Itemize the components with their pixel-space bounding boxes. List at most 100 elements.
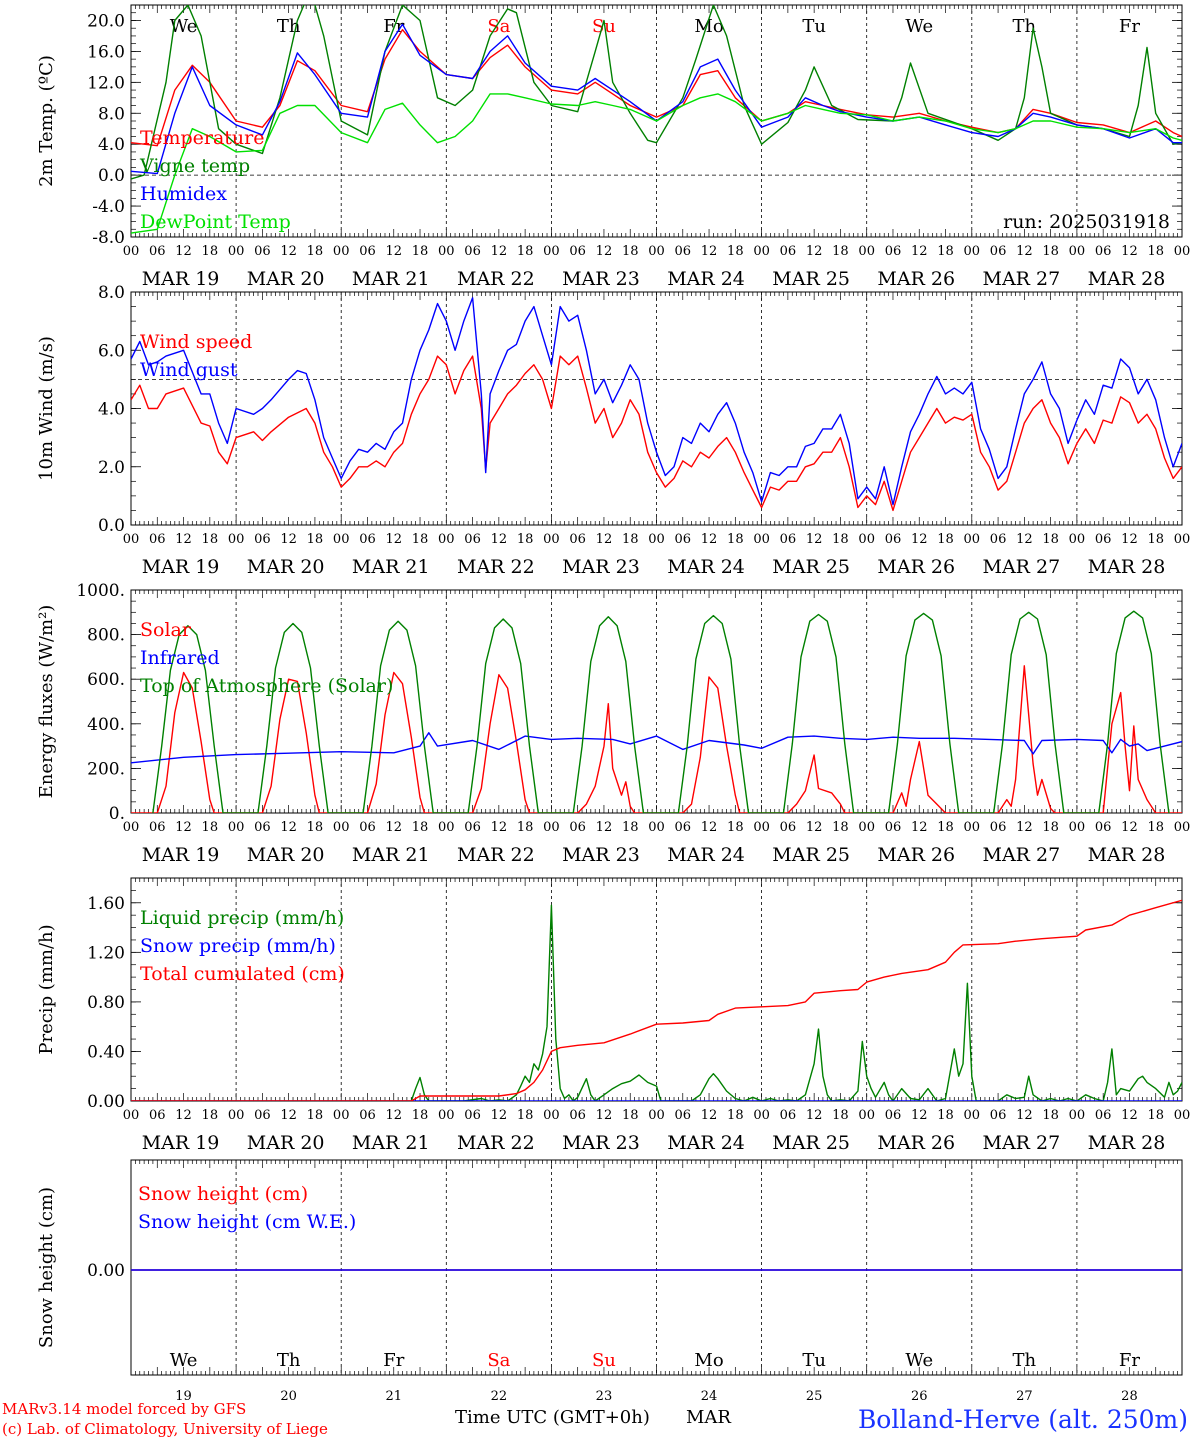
date-label: MAR 23 [562,844,640,866]
legend-entry: Liquid precip (mm/h) [140,907,344,929]
weekday-label: Sa [487,1350,510,1371]
date-label: MAR 27 [982,556,1060,578]
legend-entry: Solar [140,619,192,641]
date-label: MAR 22 [457,268,535,290]
hour-tick-label: 00 [543,820,560,835]
date-label: MAR 28 [1088,268,1166,290]
hour-tick-label: 18 [202,244,219,259]
hour-tick-label: 06 [675,1108,692,1123]
hour-tick-label: 12 [596,244,613,259]
hour-tick-label: 00 [333,532,350,547]
y-tick-label: 20.0 [87,11,125,31]
y-tick-label: 200. [87,759,125,779]
day-number-label: 20 [280,1389,297,1404]
hour-tick-label: 12 [1121,244,1138,259]
hour-tick-label: 00 [964,1108,981,1123]
hour-tick-label: 06 [254,532,271,547]
hour-tick-label: 18 [517,1108,534,1123]
weekday-label: Mo [694,16,723,37]
date-label: MAR 20 [247,1132,325,1154]
hour-tick-label: 00 [123,244,140,259]
hour-tick-label: 06 [780,244,797,259]
hour-tick-label: 00 [438,820,455,835]
date-label: MAR 20 [247,556,325,578]
hour-tick-label: 00 [858,820,875,835]
hour-tick-label: 06 [569,532,586,547]
hour-tick-label: 18 [307,532,324,547]
hour-tick-label: 00 [753,1108,770,1123]
date-label: MAR 19 [142,268,220,290]
date-label: MAR 19 [142,844,220,866]
hour-tick-label: 12 [911,244,928,259]
hour-tick-label: 06 [569,820,586,835]
hour-tick-label: 00 [858,532,875,547]
hour-tick-label: 18 [832,244,849,259]
date-label: MAR 26 [877,844,955,866]
hour-tick-label: 18 [937,532,954,547]
panel-4: 1.60 1.20 0.80 0.40 0.00 Precip (mm/h) Liquid … [36,877,1190,1154]
hour-tick-label: 12 [596,820,613,835]
hour-tick-label: 12 [491,820,508,835]
hour-tick-label: 12 [701,1108,718,1123]
hour-tick-label: 00 [648,532,665,547]
hour-tick-label: 00 [648,1108,665,1123]
date-label: MAR 21 [352,844,430,866]
hour-tick-label: 06 [675,820,692,835]
hour-tick-label: 12 [806,244,823,259]
y-tick-label: 4.0 [98,135,125,155]
hour-tick-label: 18 [1042,820,1059,835]
hour-tick-label: 12 [911,820,928,835]
weekday-label: We [170,16,198,37]
date-label: MAR 19 [142,1132,220,1154]
hour-tick-label: 00 [858,244,875,259]
hour-tick-label: 06 [359,820,376,835]
series-line-wind-gust [131,297,1182,506]
hour-tick-label: 00 [543,1108,560,1123]
y-tick-label: 0.0 [98,516,125,536]
hour-tick-label: 18 [517,820,534,835]
hour-tick-label: 06 [359,532,376,547]
hour-tick-label: 18 [937,820,954,835]
weekday-label: Th [277,1350,301,1371]
hour-tick-label: 12 [596,532,613,547]
run-note: run: 2025031918 [1003,211,1170,233]
hour-tick-label: 18 [202,820,219,835]
date-label: MAR 20 [247,844,325,866]
date-label: MAR 24 [667,844,745,866]
legend-entry: Snow height (cm W.E.) [138,1211,356,1233]
legend-entry: Total cumulated (cm) [140,963,345,985]
footer-model: MARv3.14 model forced by GFS [2,1400,246,1418]
hour-tick-label: 18 [1147,244,1164,259]
hour-tick-label: 00 [228,1108,245,1123]
date-label: MAR 26 [877,1132,955,1154]
footer-credit: (c) Lab. of Climatology, University of L… [2,1420,328,1438]
y-tick-label: 1000. [76,581,125,601]
hour-tick-label: 06 [990,820,1007,835]
hour-tick-label: 06 [359,244,376,259]
legend-entry: DewPoint Temp [140,211,291,233]
y-tick-label: 600. [87,670,125,690]
hour-tick-label: 00 [438,532,455,547]
hour-tick-label: 12 [491,532,508,547]
day-number-label: 19 [175,1389,192,1404]
hour-tick-label: 06 [1095,1108,1112,1123]
weekday-label: Tu [802,16,826,37]
hour-tick-label: 18 [937,1108,954,1123]
hour-tick-label: 00 [228,244,245,259]
hour-tick-label: 00 [543,244,560,259]
panel-3: 1000. 800. 600. 400. 200. 0. Energy fluxes (W/… [36,581,1190,866]
hour-tick-label: 18 [1147,532,1164,547]
hour-tick-label: 18 [1042,1108,1059,1123]
hour-tick-label: 18 [412,532,429,547]
y-tick-label: 1.60 [87,894,125,914]
y-tick-label: 2.0 [98,458,125,478]
series-line-vigne-temp [131,5,1182,180]
date-label: MAR 25 [772,268,850,290]
hour-tick-label: 18 [307,1108,324,1123]
hour-tick-label: 06 [359,1108,376,1123]
hour-tick-label: 12 [280,244,297,259]
date-label: MAR 23 [562,268,640,290]
hour-tick-label: 18 [307,244,324,259]
y-tick-label: -4.0 [92,197,125,217]
hour-tick-label: 00 [1174,532,1191,547]
